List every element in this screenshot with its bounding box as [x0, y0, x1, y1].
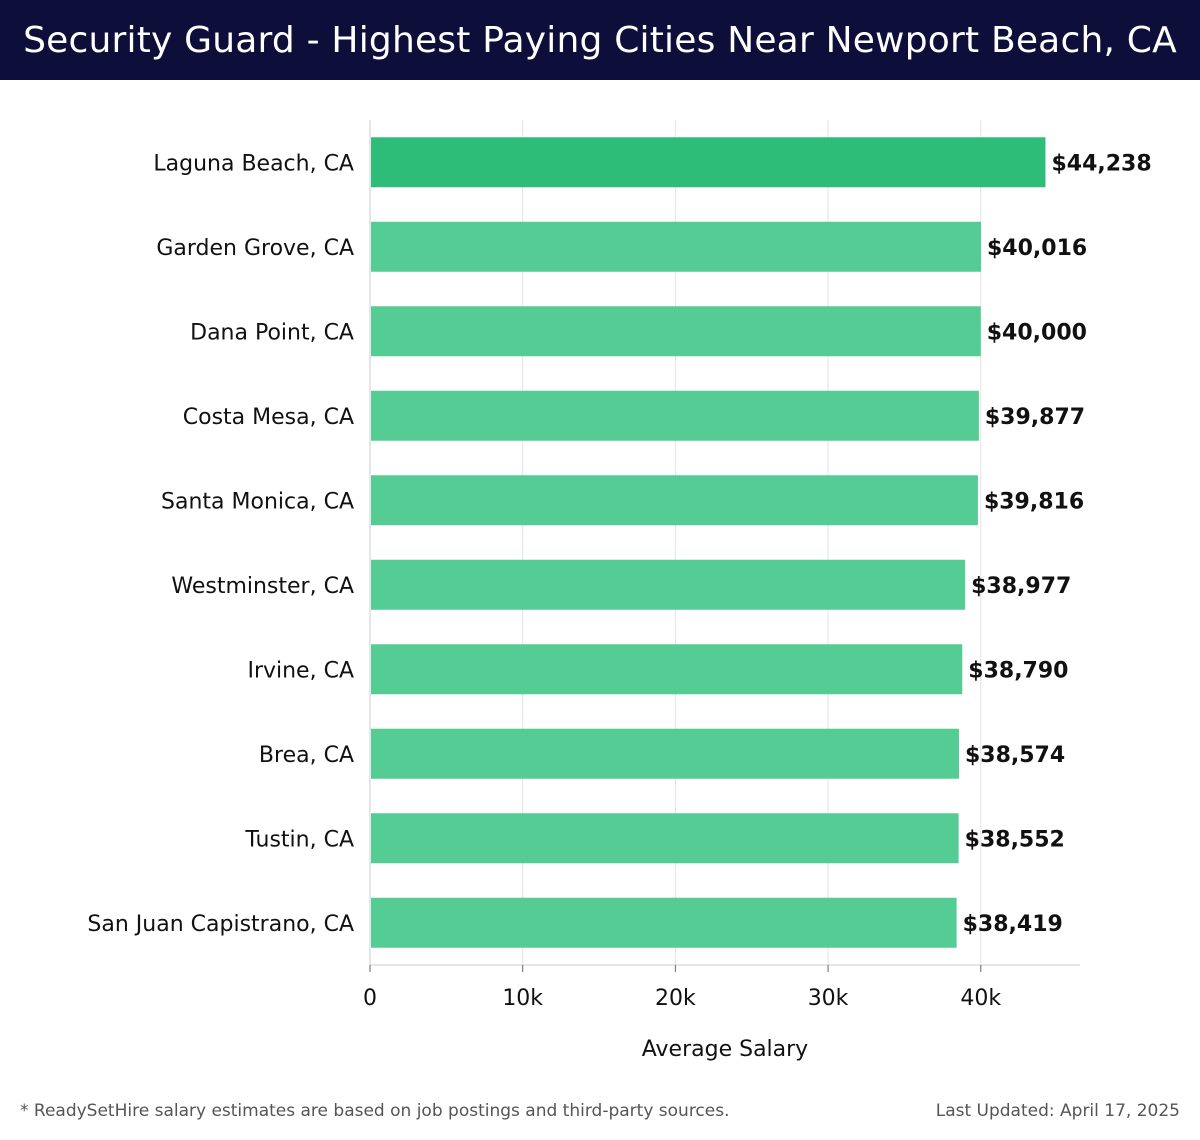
x-axis-title: Average Salary: [642, 1037, 808, 1062]
bar: [371, 390, 979, 441]
bar: [371, 644, 963, 695]
chart-title: Security Guard - Highest Paying Cities N…: [23, 19, 1177, 61]
bar: [371, 475, 978, 526]
value-label: $38,552: [965, 827, 1065, 852]
category-label: Costa Mesa, CA: [183, 405, 354, 430]
value-label: $40,000: [987, 320, 1087, 345]
category-label: Brea, CA: [259, 743, 354, 768]
bar: [371, 137, 1046, 188]
value-label: $38,790: [968, 658, 1068, 683]
bar: [371, 221, 981, 272]
bar: [371, 559, 966, 610]
x-tick-label: 10k: [502, 986, 543, 1011]
category-label: Irvine, CA: [247, 658, 354, 683]
value-label: $38,419: [963, 912, 1063, 937]
category-label: Westminster, CA: [171, 574, 354, 599]
category-label: Santa Monica, CA: [161, 489, 354, 514]
bar: [371, 897, 957, 948]
bar: [371, 813, 959, 864]
value-label: $38,574: [965, 743, 1065, 768]
category-label: San Juan Capistrano, CA: [87, 912, 354, 937]
x-tick-label: 30k: [808, 986, 849, 1011]
x-tick-label: 0: [363, 986, 377, 1011]
value-label: $44,238: [1051, 151, 1151, 176]
value-label: $39,816: [984, 489, 1084, 514]
value-label: $40,016: [987, 236, 1087, 261]
category-label: Laguna Beach, CA: [153, 151, 354, 176]
category-label: Garden Grove, CA: [156, 236, 354, 261]
x-tick-label: 40k: [960, 986, 1001, 1011]
footer-note: * ReadySetHire salary estimates are base…: [20, 1101, 730, 1121]
category-label: Dana Point, CA: [190, 320, 354, 345]
x-tick-label: 20k: [655, 986, 696, 1011]
category-label: Tustin, CA: [244, 827, 354, 852]
bar-chart: 0 10k 20k 30k 40k Laguna Beach, CA $44,238 Gard…: [87, 120, 1152, 1062]
bar: [371, 728, 959, 779]
bar: [371, 306, 981, 357]
title-bar: Security Guard - Highest Paying Cities N…: [0, 0, 1200, 80]
value-label: $39,877: [985, 405, 1085, 430]
footer-updated: Last Updated: April 17, 2025: [935, 1101, 1180, 1121]
value-label: $38,977: [971, 574, 1071, 599]
